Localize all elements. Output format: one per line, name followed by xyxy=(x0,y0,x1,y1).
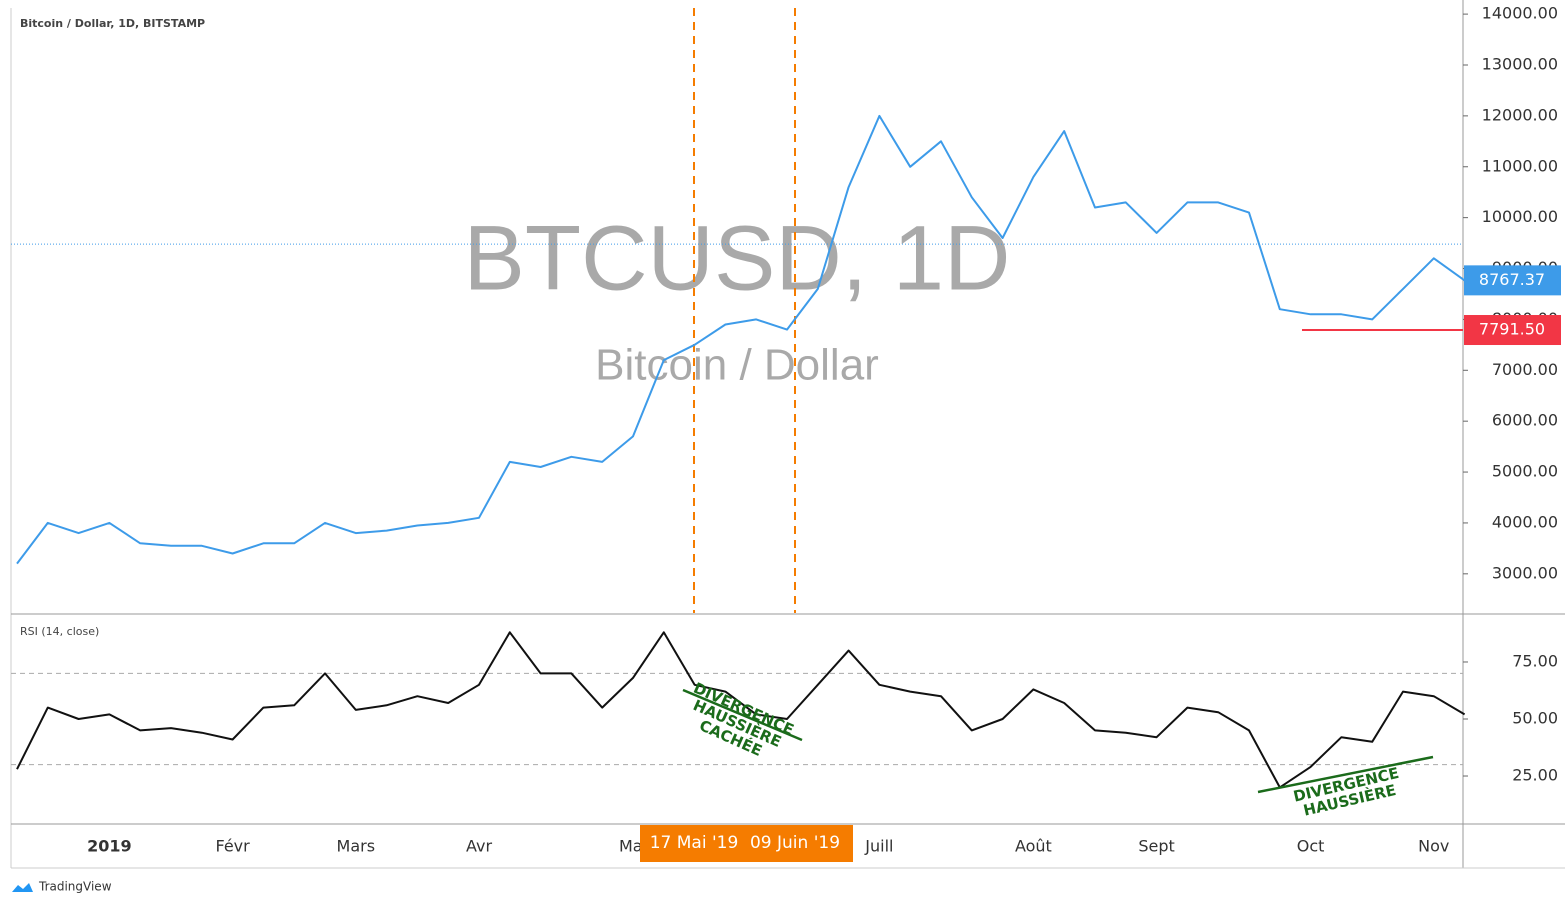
y-tick-label: 12000.00 xyxy=(1482,105,1558,124)
last-price-box xyxy=(1464,265,1561,296)
logo: TradingView xyxy=(12,880,112,894)
x-tick-label: Févr xyxy=(215,837,250,856)
y-tick-label: 4000.00 xyxy=(1492,512,1558,531)
x-tick-label: Sept xyxy=(1138,837,1174,856)
series-line xyxy=(16,631,1466,789)
y-tick-label: 13000.00 xyxy=(1482,54,1558,73)
divergence-line xyxy=(1257,755,1434,794)
level-label-box xyxy=(1464,315,1561,346)
x-tick-label: Nov xyxy=(1418,837,1449,856)
marker-label: 17 Mai '19 xyxy=(650,833,739,853)
logo-icon xyxy=(12,883,33,892)
y-tick-label: 7000.00 xyxy=(1492,360,1558,379)
marker-label: 09 Juin '19 xyxy=(750,833,840,853)
y-tick-label: 50.00 xyxy=(1512,709,1558,728)
chart-title: Bitcoin / Dollar, 1D, BITSTAMP xyxy=(20,17,205,30)
y-tick-label: 11000.00 xyxy=(1482,156,1558,175)
marker-box xyxy=(640,825,853,862)
y-tick-label: 25.00 xyxy=(1512,766,1558,785)
last-price-label: 8767.37 xyxy=(1479,270,1545,289)
watermark: BTCUSD, 1D xyxy=(464,207,1011,309)
x-tick-label: Oct xyxy=(1297,837,1325,856)
x-tick-label: Avr xyxy=(466,837,492,856)
y-tick-label: 10000.00 xyxy=(1482,207,1558,226)
x-tick-label: Août xyxy=(1015,837,1052,856)
divergence-line xyxy=(682,688,803,742)
rsi-title: RSI (14, close) xyxy=(20,625,99,638)
y-tick-label: 5000.00 xyxy=(1492,462,1558,481)
y-tick-label: 14000.00 xyxy=(1482,4,1558,23)
watermark-subtitle: Bitcoin / Dollar xyxy=(595,341,879,390)
y-tick-label: 75.00 xyxy=(1512,651,1558,670)
x-tick-label: 2019 xyxy=(87,837,132,856)
x-tick-label: Mars xyxy=(337,837,376,856)
series-line xyxy=(16,114,1466,565)
y-tick-label: 3000.00 xyxy=(1492,563,1558,582)
y-tick-label: 6000.00 xyxy=(1492,411,1558,430)
x-tick-label: Juill xyxy=(864,837,893,856)
level-label: 7791.50 xyxy=(1479,320,1545,339)
brand: TradingView xyxy=(38,880,112,894)
